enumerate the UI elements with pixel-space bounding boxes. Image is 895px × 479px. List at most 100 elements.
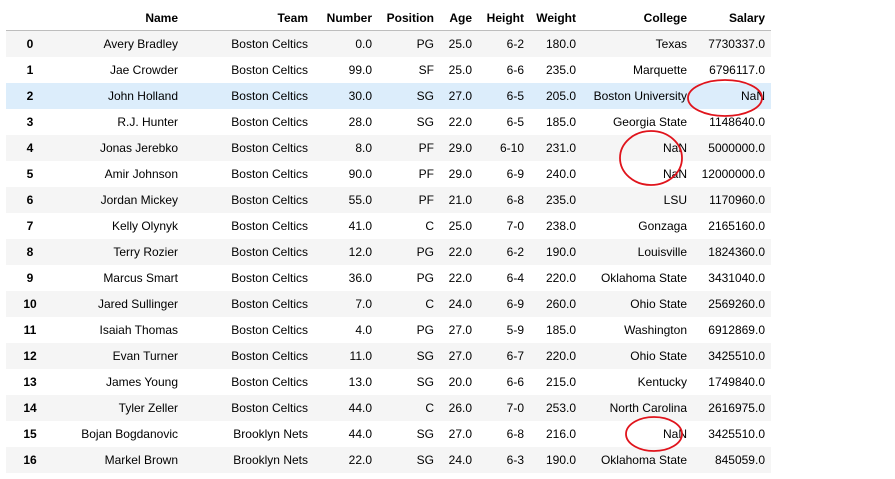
column-header: Salary xyxy=(693,6,771,31)
table-cell: PF xyxy=(418,193,434,207)
table-cell: PF xyxy=(418,141,434,155)
table-cell: Gonzaga xyxy=(638,219,687,233)
table-row[interactable]: 13 James Young Boston Celtics 13.0 SG 20.0 6-6… xyxy=(6,369,771,395)
table-cell: 1824360.0 xyxy=(708,245,765,259)
table-cell: 29.0 xyxy=(448,141,472,155)
table-cell: Boston Celtics xyxy=(231,63,308,77)
table-cell: 6-6 xyxy=(506,375,524,389)
table-cell: SG xyxy=(416,115,434,129)
table-cell: SF xyxy=(418,63,434,77)
table-cell: James Young xyxy=(105,375,178,389)
table-cell: 6-10 xyxy=(499,141,524,155)
table-cell: 1148640.0 xyxy=(709,115,765,129)
table-row[interactable]: 12 Evan Turner Boston Celtics 11.0 SG 27.0 6-7… xyxy=(6,343,771,369)
table-cell: 215.0 xyxy=(545,375,576,389)
table-row[interactable]: 11 Isaiah Thomas Boston Celtics 4.0 PG 27.0 5-… xyxy=(6,317,771,343)
table-cell: Texas xyxy=(655,37,687,51)
column-header: Height xyxy=(478,6,530,31)
table-cell: Boston Celtics xyxy=(231,271,308,285)
table-cell: 6-9 xyxy=(506,297,524,311)
table-cell: 6-3 xyxy=(506,453,524,467)
table-cell: 253.0 xyxy=(545,401,576,415)
table-cell: 44.0 xyxy=(348,427,372,441)
table-cell: C xyxy=(425,401,434,415)
table-cell: 1170960.0 xyxy=(709,193,765,207)
row-index: 2 xyxy=(26,89,34,103)
table-cell: 90.0 xyxy=(348,167,372,181)
table-cell: 185.0 xyxy=(545,323,576,337)
table-cell: PG xyxy=(416,245,434,259)
table-row[interactable]: 16 Markel Brown Brooklyn Nets 22.0 SG 24.0 6-3… xyxy=(6,447,771,473)
table-cell: Washington xyxy=(624,323,687,337)
table-row[interactable]: 2 John Holland Boston Celtics 30.0 SG 27.0 6-5… xyxy=(6,83,771,109)
table-cell: 238.0 xyxy=(545,219,576,233)
table-row[interactable]: 15 Bojan Bogdanovic Brooklyn Nets 44.0 SG 27.… xyxy=(6,421,771,447)
table-cell: 2616975.0 xyxy=(708,401,765,415)
table-cell: 22.0 xyxy=(448,115,472,129)
table-cell: C xyxy=(425,297,434,311)
table-cell: 6-7 xyxy=(506,349,524,363)
table-row[interactable]: 10 Jared Sullinger Boston Celtics 7.0 C 24.0 6… xyxy=(6,291,771,317)
table-cell: Louisville xyxy=(637,245,687,259)
table-cell: 6912869.0 xyxy=(708,323,765,337)
table-cell: Isaiah Thomas xyxy=(99,323,179,337)
table-row[interactable]: 14 Tyler Zeller Boston Celtics 44.0 C 26.0 7-0… xyxy=(6,395,771,421)
table-cell: 235.0 xyxy=(545,193,576,207)
table-row[interactable]: 1 Jae Crowder Boston Celtics 99.0 SF 25.0 6-6 2… xyxy=(6,57,771,83)
table-cell: 41.0 xyxy=(348,219,372,233)
table-cell: NaN xyxy=(662,167,687,181)
table-cell: 4.0 xyxy=(355,323,372,337)
table-cell: 24.0 xyxy=(448,297,472,311)
table-cell: 2569260.0 xyxy=(708,297,765,311)
table-cell: 28.0 xyxy=(348,115,372,129)
column-header: Team xyxy=(184,6,314,31)
table-cell: Terry Rozier xyxy=(113,245,178,259)
table-cell: 3425510.0 xyxy=(708,427,765,441)
table-cell: Markel Brown xyxy=(104,453,178,467)
row-index: 3 xyxy=(26,115,34,129)
table-cell: 0.0 xyxy=(355,37,372,51)
table-cell: Boston Celtics xyxy=(231,115,308,129)
table-cell: Boston Celtics xyxy=(231,141,308,155)
table-cell: Oklahoma State xyxy=(600,453,687,467)
table-cell: Jared Sullinger xyxy=(97,297,178,311)
table-cell: 220.0 xyxy=(545,271,576,285)
table-cell: Boston Celtics xyxy=(231,349,308,363)
row-index: 15 xyxy=(23,427,37,441)
table-cell: 27.0 xyxy=(448,427,472,441)
table-cell: 27.0 xyxy=(448,349,472,363)
table-row[interactable]: 9 Marcus Smart Boston Celtics 36.0 PG 22.0 6-4… xyxy=(6,265,771,291)
table-row[interactable]: 7 Kelly Olynyk Boston Celtics 41.0 C 25.0 7-0 2… xyxy=(6,213,771,239)
table-cell: SG xyxy=(416,375,434,389)
table-cell: 6-4 xyxy=(506,271,524,285)
table-cell: 22.0 xyxy=(348,453,372,467)
table-cell: Boston Celtics xyxy=(231,193,308,207)
table-row[interactable]: 8 Terry Rozier Boston Celtics 12.0 PG 22.0 6-2… xyxy=(6,239,771,265)
table-cell: NaN xyxy=(740,89,765,103)
table-cell: Boston University xyxy=(593,89,687,103)
column-header: College xyxy=(582,6,693,31)
table-cell: SG xyxy=(416,349,434,363)
table-cell: Boston Celtics xyxy=(231,323,308,337)
table-cell: Boston Celtics xyxy=(231,401,308,415)
table-cell: 845059.0 xyxy=(714,453,765,467)
table-cell: 6796117.0 xyxy=(709,63,765,77)
table-row[interactable]: 5 Amir Johnson Boston Celtics 90.0 PF 29.0 6-9… xyxy=(6,161,771,187)
table-row[interactable]: 3 R.J. Hunter Boston Celtics 28.0 SG 22.0 6-5 1… xyxy=(6,109,771,135)
table-cell: 11.0 xyxy=(349,349,372,363)
table-cell: 190.0 xyxy=(545,453,576,467)
table-cell: 240.0 xyxy=(545,167,576,181)
table-cell: Boston Celtics xyxy=(231,89,308,103)
table-cell: 8.0 xyxy=(355,141,372,155)
table-row[interactable]: 6 Jordan Mickey Boston Celtics 55.0 PF 21.0 6-… xyxy=(6,187,771,213)
table-cell: Boston Celtics xyxy=(231,167,308,181)
column-header: Weight xyxy=(530,6,582,31)
table-cell: 3431040.0 xyxy=(708,271,765,285)
table-cell: 7730337.0 xyxy=(708,37,765,51)
table-cell: SG xyxy=(416,427,434,441)
column-header: Age xyxy=(440,6,478,31)
row-index: 16 xyxy=(23,453,37,467)
table-cell: 27.0 xyxy=(448,89,472,103)
table-row[interactable]: 4 Jonas Jerebko Boston Celtics 8.0 PF 29.0 6-1… xyxy=(6,135,771,161)
table-row[interactable]: 0 Avery Bradley Boston Celtics 0.0 PG 25.0 6-2… xyxy=(6,30,771,57)
